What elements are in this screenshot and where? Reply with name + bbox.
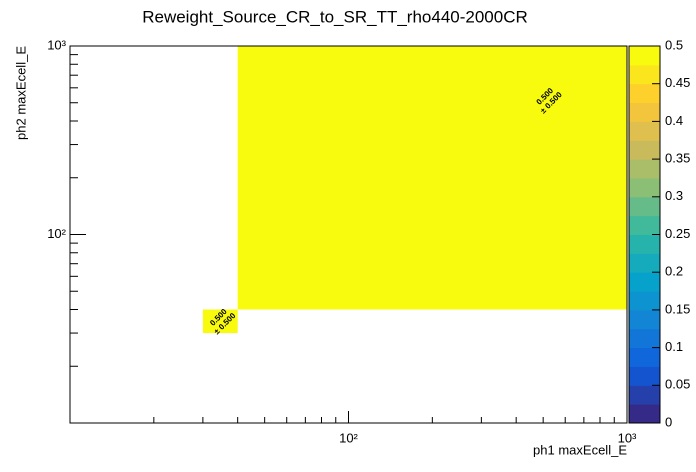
color-band (629, 253, 660, 273)
z-tick-label: 0.15 (665, 301, 690, 316)
color-band (629, 64, 660, 85)
color-band (629, 215, 660, 235)
color-band (629, 385, 660, 405)
z-tick-label: 0.4 (665, 113, 683, 128)
color-band (629, 121, 660, 141)
color-band (629, 83, 660, 104)
z-tick-label: 0 (665, 414, 672, 429)
x-tick-label: 10² (339, 430, 358, 445)
z-tick-label: 0.1 (665, 339, 683, 354)
color-band (629, 366, 660, 386)
x-tick-label: 10³ (618, 430, 637, 445)
color-band (629, 102, 660, 122)
z-tick-label: 0.3 (665, 188, 683, 203)
color-band (629, 309, 660, 330)
color-band (629, 347, 660, 367)
color-band (629, 272, 660, 292)
color-band (629, 46, 660, 66)
cell (237, 46, 627, 310)
color-band (629, 328, 660, 349)
z-tick-label: 0.2 (665, 264, 683, 279)
z-tick-label: 0.35 (665, 151, 690, 166)
x-axis-label: ph1 maxEcell_E (533, 442, 627, 457)
color-band (629, 159, 660, 179)
cell (202, 309, 238, 334)
color-band (629, 177, 660, 198)
z-tick-label: 0.25 (665, 226, 690, 241)
y-axis-label: ph2 maxEcell_E (13, 46, 28, 140)
color-band (629, 291, 660, 311)
color-band (629, 140, 660, 160)
y-tick-label: 10² (47, 226, 66, 241)
color-band (629, 234, 660, 254)
y-tick-label: 10³ (47, 37, 66, 52)
z-tick-label: 0.05 (665, 377, 690, 392)
color-band (629, 196, 660, 217)
z-tick-label: 0.45 (665, 75, 690, 90)
color-band (629, 404, 660, 424)
chart-title: Reweight_Source_CR_to_SR_TT_rho440-2000C… (142, 7, 528, 26)
z-tick-label: 0.5 (665, 37, 683, 52)
